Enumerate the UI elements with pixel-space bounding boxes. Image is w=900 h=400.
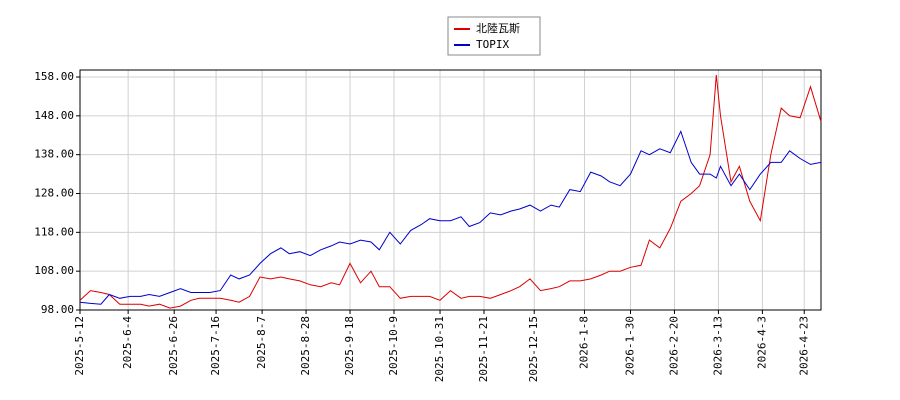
y-tick-label: 108.00 (34, 264, 74, 277)
x-tick-label: 2025-8-28 (299, 316, 312, 376)
x-tick-label: 2026-1-8 (577, 316, 590, 369)
x-tick-label: 2025-9-18 (343, 316, 356, 376)
legend-label: 北陸瓦斯 (476, 22, 520, 35)
x-tick-label: 2026-3-13 (711, 316, 724, 376)
x-tick-label: 2025-6-26 (167, 316, 180, 376)
x-tick-label: 2025-10-31 (433, 316, 446, 382)
legend-label: TOPIX (476, 38, 509, 51)
x-tick-label: 2025-7-16 (209, 316, 222, 376)
x-tick-label: 2026-2-20 (667, 316, 680, 376)
x-tick-label: 2026-4-3 (755, 316, 768, 369)
x-tick-label: 2025-8-7 (255, 316, 268, 369)
x-tick-label: 2025-11-21 (477, 316, 490, 382)
y-tick-label: 118.00 (34, 225, 74, 238)
series-line (79, 130, 822, 305)
x-tick-label: 2025-5-12 (73, 316, 86, 376)
legend-box (447, 16, 541, 56)
y-tick-label: 128.00 (34, 186, 74, 199)
x-tick-label: 2025-10-9 (387, 316, 400, 376)
plot-frame (79, 69, 822, 311)
x-tick-label: 2025-12-15 (527, 316, 540, 382)
series-line (79, 74, 822, 309)
y-tick-label: 138.00 (34, 148, 74, 161)
x-tick-label: 2026-4-23 (797, 316, 810, 376)
y-tick-label: 158.00 (34, 70, 74, 83)
x-tick-label: 2026-1-30 (624, 316, 637, 376)
y-tick-label: 98.00 (41, 303, 74, 316)
y-tick-label: 148.00 (34, 109, 74, 122)
x-tick-label: 2025-6-4 (121, 316, 134, 369)
